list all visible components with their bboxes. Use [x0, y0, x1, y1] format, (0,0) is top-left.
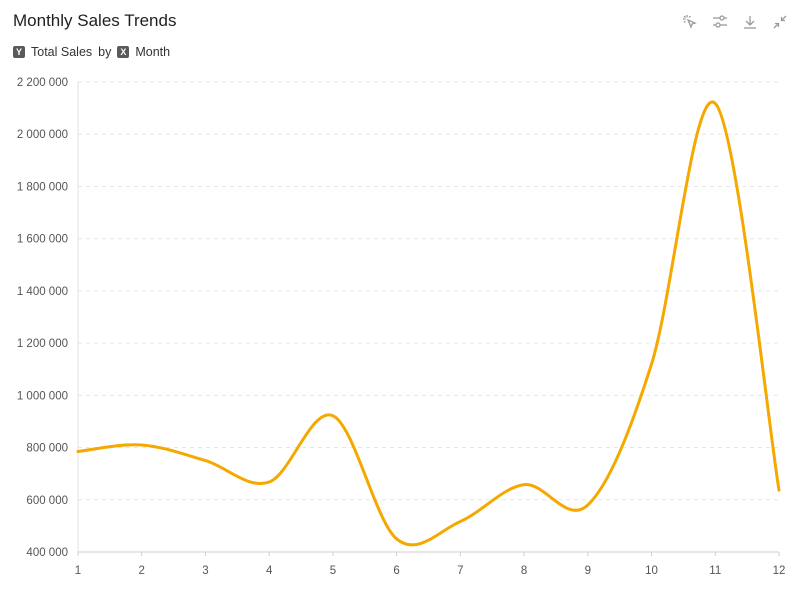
data-point — [202, 458, 208, 464]
y-tick-label: 1 400 000 — [17, 286, 68, 298]
data-point — [139, 442, 145, 448]
collapse-icon[interactable] — [770, 12, 790, 32]
data-point — [521, 482, 527, 488]
y-field-label: Total Sales — [31, 45, 93, 59]
x-tick-label: 10 — [645, 565, 658, 577]
x-tick-label: 5 — [330, 565, 336, 577]
sales-series-line — [76, 100, 781, 547]
x-tick-label: 1 — [75, 565, 81, 577]
data-point — [776, 487, 782, 493]
x-tick-label: 3 — [202, 565, 208, 577]
y-tick-label: 600 000 — [26, 495, 68, 507]
x-tick-label: 4 — [266, 565, 273, 577]
y-tick-label: 1 600 000 — [17, 234, 68, 246]
x-tick-label: 8 — [521, 565, 527, 577]
axis-legend: Y Total Sales by X Month — [13, 45, 170, 59]
x-tick-label: 2 — [139, 565, 145, 577]
data-point — [75, 448, 81, 454]
data-point — [457, 518, 463, 524]
chart-toolbar — [680, 12, 790, 32]
chart-title: Monthly Sales Trends — [13, 11, 177, 30]
data-point — [330, 413, 336, 419]
x-tick-label: 12 — [773, 565, 786, 577]
filter-sliders-icon[interactable] — [710, 12, 730, 32]
select-icon[interactable] — [680, 12, 700, 32]
download-icon[interactable] — [740, 12, 760, 32]
by-label: by — [98, 45, 112, 59]
data-point — [585, 502, 591, 508]
x-tick-label: 9 — [585, 565, 591, 577]
data-point — [712, 100, 718, 106]
y-tick-label: 2 000 000 — [17, 129, 68, 141]
x-field-label: Month — [135, 45, 171, 59]
y-tick-label: 400 000 — [26, 547, 68, 559]
data-point — [649, 361, 655, 367]
y-tick-label: 1 200 000 — [17, 338, 68, 350]
x-axis-badge: X — [117, 46, 130, 58]
data-point — [266, 479, 272, 485]
y-axis-badge: Y — [13, 46, 25, 58]
x-tick-label: 7 — [457, 565, 463, 577]
y-tick-label: 800 000 — [26, 443, 68, 455]
data-point — [394, 536, 400, 542]
x-tick-label: 6 — [393, 565, 399, 577]
y-tick-label: 2 200 000 — [17, 77, 68, 89]
x-tick-label: 11 — [709, 565, 721, 577]
y-tick-label: 1 000 000 — [17, 390, 68, 402]
y-tick-label: 1 800 000 — [17, 181, 68, 193]
